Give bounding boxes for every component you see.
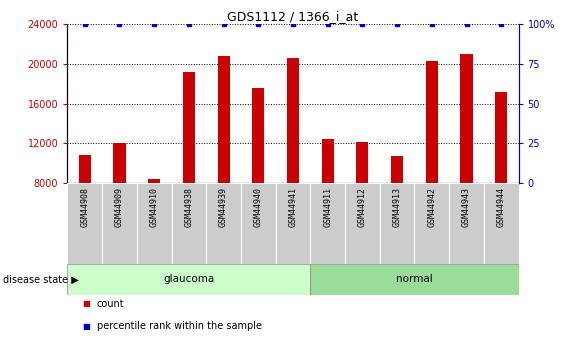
Bar (449, 183, 484, 264)
Bar (172, 183, 206, 264)
Text: GSM44908: GSM44908 (80, 187, 89, 227)
Bar (426, 61, 438, 183)
Bar (67, 264, 311, 295)
Text: GSM44912: GSM44912 (358, 187, 367, 227)
Text: disease state ▶: disease state ▶ (3, 275, 79, 284)
Bar (183, 72, 195, 183)
Text: ■: ■ (82, 299, 90, 308)
Bar (206, 183, 241, 264)
Bar (79, 155, 91, 183)
Bar (137, 183, 172, 264)
Bar (252, 88, 264, 183)
Text: GSM44943: GSM44943 (462, 187, 471, 227)
Text: GSM44941: GSM44941 (288, 187, 298, 227)
Text: GSM44944: GSM44944 (497, 187, 506, 227)
Bar (275, 183, 311, 264)
Text: ■: ■ (82, 322, 90, 331)
Bar (102, 183, 137, 264)
Bar (217, 56, 230, 183)
Text: GSM44909: GSM44909 (115, 187, 124, 227)
Bar (345, 183, 380, 264)
Bar (356, 142, 369, 183)
Text: GSM44942: GSM44942 (427, 187, 437, 227)
Text: glaucoma: glaucoma (163, 275, 214, 284)
Bar (380, 183, 414, 264)
Bar (113, 143, 125, 183)
Bar (311, 264, 519, 295)
Text: count: count (97, 299, 124, 308)
Bar (414, 183, 449, 264)
Bar (461, 54, 473, 183)
Text: GSM44910: GSM44910 (149, 187, 159, 227)
Bar (391, 156, 403, 183)
Title: GDS1112 / 1366_i_at: GDS1112 / 1366_i_at (227, 10, 359, 23)
Text: GSM44911: GSM44911 (323, 187, 332, 227)
Bar (484, 183, 519, 264)
Bar (148, 179, 160, 183)
Text: GSM44939: GSM44939 (219, 187, 228, 227)
Text: GSM44913: GSM44913 (393, 187, 401, 227)
Bar (287, 58, 299, 183)
Bar (322, 139, 334, 183)
Bar (67, 183, 102, 264)
Text: GSM44940: GSM44940 (254, 187, 263, 227)
Text: percentile rank within the sample: percentile rank within the sample (97, 321, 262, 331)
Bar (311, 183, 345, 264)
Text: GSM44938: GSM44938 (185, 187, 193, 227)
Bar (495, 92, 507, 183)
Bar (241, 183, 275, 264)
Text: normal: normal (396, 275, 433, 284)
